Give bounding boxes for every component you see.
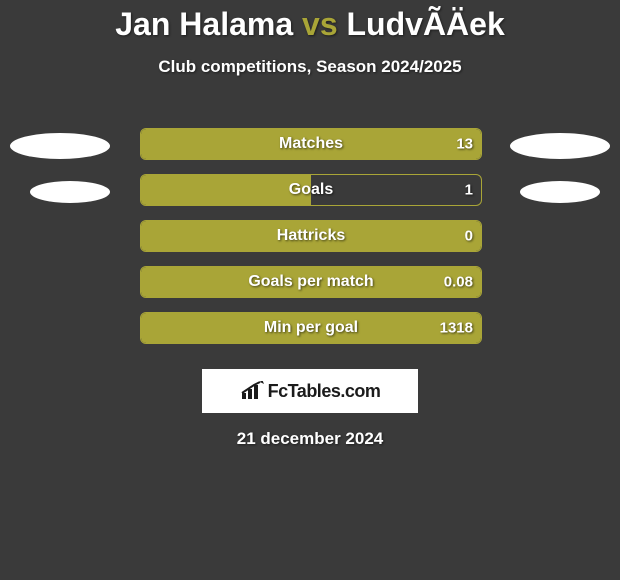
bar-label: Matches bbox=[279, 135, 343, 153]
bar-value-right: 0.08 bbox=[444, 274, 473, 291]
bar-label: Goals bbox=[289, 181, 333, 199]
bar-track: Goals per match 0.08 bbox=[140, 266, 482, 298]
left-team-badge bbox=[30, 181, 110, 203]
bar-value-right: 0 bbox=[465, 228, 473, 245]
vs-label: vs bbox=[302, 6, 338, 42]
player2-name: LudvÃÄek bbox=[347, 6, 505, 42]
date-label: 21 december 2024 bbox=[0, 429, 620, 449]
logo-inner: FcTables.com bbox=[240, 381, 381, 402]
bar-value-right: 1 bbox=[465, 182, 473, 199]
page-title: Jan Halama vs LudvÃÄek bbox=[0, 6, 620, 43]
comparison-card: Jan Halama vs LudvÃÄek Club competitions… bbox=[0, 6, 620, 580]
fctables-logo[interactable]: FcTables.com bbox=[202, 369, 418, 413]
bar-label: Goals per match bbox=[248, 273, 373, 291]
stat-row-goals: Goals 1 bbox=[0, 167, 620, 213]
left-team-badge bbox=[10, 133, 110, 159]
bar-track: Goals 1 bbox=[140, 174, 482, 206]
bar-value-right: 13 bbox=[456, 136, 473, 153]
bar-chart-icon bbox=[240, 381, 266, 401]
stat-rows: Matches 13 Goals 1 Hattricks 0 bbox=[0, 121, 620, 351]
bar-track: Matches 13 bbox=[140, 128, 482, 160]
stat-row-goals-per-match: Goals per match 0.08 bbox=[0, 259, 620, 305]
stat-row-matches: Matches 13 bbox=[0, 121, 620, 167]
bar-track: Min per goal 1318 bbox=[140, 312, 482, 344]
stat-row-hattricks: Hattricks 0 bbox=[0, 213, 620, 259]
bar-value-right: 1318 bbox=[440, 320, 473, 337]
bar-label: Min per goal bbox=[264, 319, 358, 337]
logo-text: FcTables.com bbox=[268, 381, 381, 402]
right-team-badge bbox=[510, 133, 610, 159]
season-subtitle: Club competitions, Season 2024/2025 bbox=[0, 57, 620, 77]
bar-fill bbox=[141, 175, 311, 205]
stat-row-min-per-goal: Min per goal 1318 bbox=[0, 305, 620, 351]
bar-label: Hattricks bbox=[277, 227, 345, 245]
bar-track: Hattricks 0 bbox=[140, 220, 482, 252]
player1-name: Jan Halama bbox=[115, 6, 293, 42]
right-team-badge bbox=[520, 181, 600, 203]
